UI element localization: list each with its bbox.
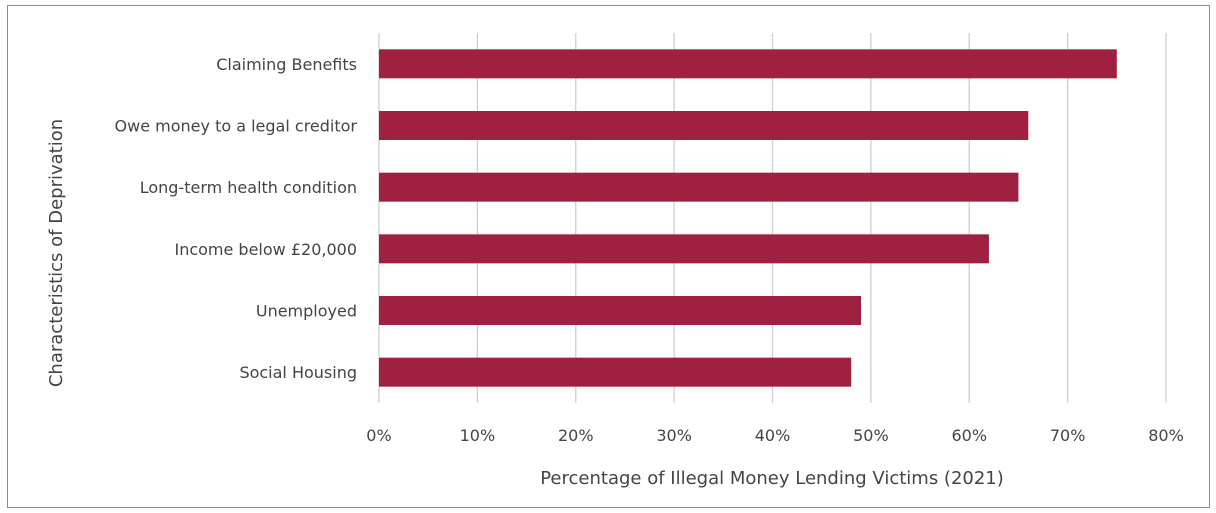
x-axis-title: Percentage of Illegal Money Lending Vict…: [540, 468, 1004, 489]
x-tick-label: 10%: [460, 426, 496, 445]
x-tick-label: 80%: [1148, 426, 1184, 445]
category-label: Income below £20,000: [174, 240, 357, 259]
x-tick-label: 70%: [1050, 426, 1086, 445]
bar: [379, 234, 989, 264]
x-tick-label: 30%: [656, 426, 692, 445]
bar: [379, 172, 1019, 202]
x-tick-labels: 0% 10% 20% 30% 40% 50% 60% 70% 80%: [366, 426, 1183, 445]
category-label: Unemployed: [256, 302, 357, 321]
x-tick-label: 60%: [951, 426, 987, 445]
x-tick-label: 20%: [558, 426, 594, 445]
x-tick-label: 0%: [366, 426, 391, 445]
bars: [379, 49, 1117, 387]
category-label: Social Housing: [239, 363, 357, 382]
y-axis-title: Characteristics of Deprivation: [46, 119, 67, 387]
category-label: Owe money to a legal creditor: [115, 117, 358, 136]
category-label: Claiming Benefits: [216, 55, 357, 74]
x-tick-label: 40%: [755, 426, 791, 445]
category-label: Long-term health condition: [140, 178, 357, 197]
bar: [379, 357, 852, 387]
x-tick-label: 50%: [853, 426, 889, 445]
bar: [379, 111, 1029, 140]
bar: [379, 296, 862, 325]
gridlines: [378, 33, 1167, 403]
category-labels: Claiming Benefits Owe money to a legal cr…: [115, 55, 358, 382]
bar: [379, 49, 1117, 79]
